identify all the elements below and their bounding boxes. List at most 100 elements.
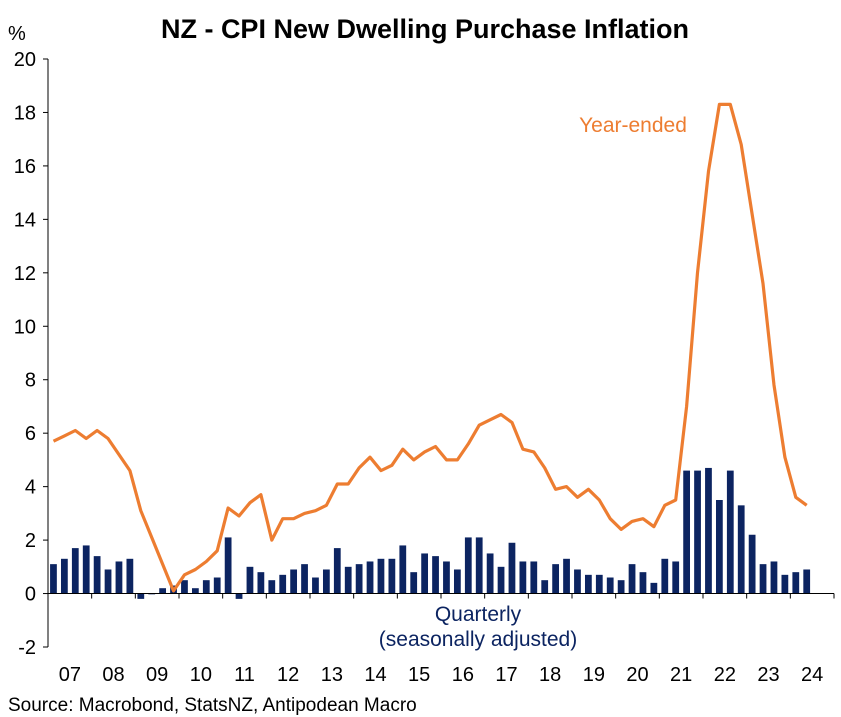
bar: [705, 467, 712, 594]
y-tick-label: 16: [14, 156, 36, 178]
bar: [574, 569, 581, 594]
bar: [246, 566, 254, 594]
bar: [726, 470, 734, 594]
series-label-quarterly: (seasonally adjusted): [379, 628, 577, 651]
bar: [639, 572, 647, 594]
bar: [312, 577, 319, 594]
bar: [661, 558, 669, 594]
bar: [432, 556, 439, 594]
line-series: [52, 102, 808, 593]
y-tick-label: 8: [25, 370, 36, 392]
x-tick-label: 23: [757, 664, 779, 686]
bar: [650, 582, 658, 594]
bar: [322, 569, 330, 594]
bar: [290, 569, 298, 594]
bar: [628, 564, 636, 594]
bar: [475, 537, 483, 594]
bar: [301, 564, 308, 594]
bar: [355, 564, 363, 594]
bar: [115, 561, 123, 594]
bar: [737, 505, 745, 594]
x-tick-label: 14: [364, 664, 386, 686]
bar: [563, 558, 570, 594]
x-tick-label: 24: [801, 664, 823, 686]
bar: [82, 545, 90, 594]
bar: [683, 470, 691, 594]
bar: [672, 561, 680, 594]
bar: [71, 548, 79, 594]
x-tick-label: 13: [321, 664, 343, 686]
bar: [694, 470, 701, 594]
bar: [344, 566, 352, 594]
bar: [606, 577, 614, 594]
bar: [443, 561, 450, 594]
bar: [93, 556, 101, 594]
bar: [202, 580, 210, 594]
y-tick-label: 14: [14, 209, 36, 231]
x-tick-label: 17: [495, 664, 517, 686]
bar: [715, 500, 723, 594]
series-label-quarterly: Quarterly: [435, 603, 522, 626]
series-label-year-ended: Year-ended: [579, 114, 687, 137]
bar: [104, 569, 112, 594]
bar: [366, 561, 374, 594]
bar: [541, 580, 549, 594]
y-tick-label: 10: [14, 316, 36, 338]
bar: [191, 588, 199, 594]
x-tick-label: 07: [59, 664, 81, 686]
bar: [617, 580, 625, 594]
bar: [781, 574, 789, 594]
x-tick-label: 09: [146, 664, 168, 686]
bar: [213, 577, 221, 594]
bar: [770, 561, 778, 594]
bar: [748, 534, 756, 594]
bar: [377, 558, 385, 594]
bar: [60, 558, 68, 594]
y-tick-label: 12: [14, 263, 36, 285]
bar: [279, 574, 287, 594]
x-tick-label: 12: [277, 664, 299, 686]
bar: [224, 537, 232, 594]
bar: [792, 572, 800, 594]
bar: [464, 537, 472, 594]
series-labels: Year-ended Quarterly(seasonally adjusted): [379, 114, 687, 651]
bar: [268, 580, 276, 594]
y-tick-label: 2: [25, 530, 36, 552]
bar: [333, 548, 341, 594]
bar: [235, 593, 243, 599]
x-tick-label: 15: [408, 664, 430, 686]
bar: [595, 574, 603, 594]
year-ended-line: [52, 102, 808, 593]
y-tick-label: 4: [25, 477, 36, 499]
bar: [453, 569, 461, 594]
x-tick-label: 19: [583, 664, 605, 686]
bar: [584, 574, 592, 594]
x-tick-label: 18: [539, 664, 561, 686]
bar: [257, 572, 265, 594]
y-tick-label: -2: [18, 637, 36, 659]
bar: [421, 553, 429, 594]
source-note: Source: Macrobond, StatsNZ, Antipodean M…: [8, 695, 417, 716]
y-tick-label: 6: [25, 423, 36, 445]
bar: [159, 588, 167, 594]
bar: [181, 580, 188, 594]
x-tick-label: 11: [234, 664, 255, 686]
bar: [399, 545, 407, 594]
bar: [50, 564, 57, 594]
bar-series: [50, 467, 811, 599]
y-tick-label: 20: [14, 49, 36, 71]
bar: [486, 553, 494, 594]
bar: [803, 569, 811, 594]
x-tick-label: 22: [714, 664, 736, 686]
chart-title: NZ - CPI New Dwelling Purchase Inflation: [161, 14, 689, 44]
bar: [137, 593, 145, 599]
bar: [497, 566, 505, 594]
bar: [552, 564, 560, 594]
x-tick-label: 21: [670, 664, 692, 686]
bar: [126, 558, 134, 594]
bar: [388, 558, 396, 594]
x-tick-label: 16: [452, 664, 474, 686]
y-axis-unit: %: [8, 23, 26, 45]
